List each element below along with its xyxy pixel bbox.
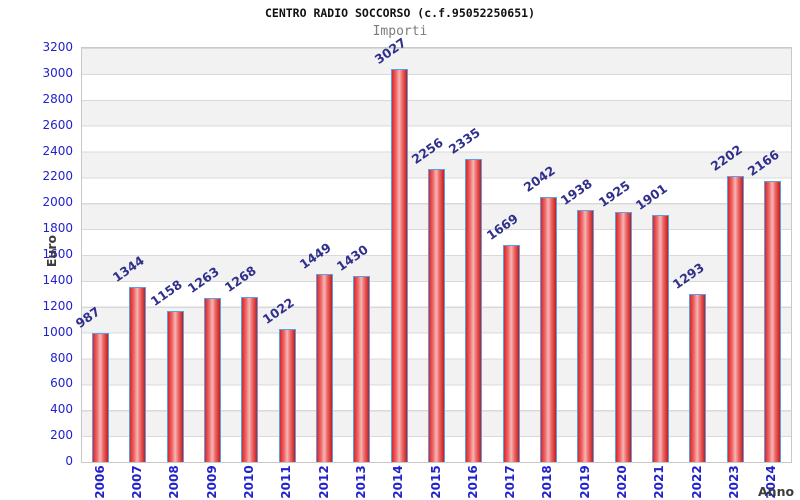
bar (726, 176, 744, 462)
x-tick-label: 2007 (129, 465, 144, 499)
bar (651, 215, 669, 462)
bar (390, 69, 408, 462)
x-tick-label: 2016 (465, 465, 480, 499)
x-tick-label: 2009 (204, 465, 219, 499)
bar-value-label: 1158 (147, 276, 185, 309)
bar (577, 210, 595, 462)
bar-value-label: 2202 (707, 141, 745, 174)
x-tick-label: 2023 (727, 465, 742, 499)
y-tick-label: 200 (50, 428, 73, 443)
plot-area: 987 1344 1158 1263 1268 1022 1449 1430 3027 2256 2… (73, 34, 792, 463)
bar (166, 311, 184, 462)
x-tick-label: 2018 (540, 465, 555, 499)
x-tick-label: 2020 (615, 465, 630, 499)
bar-value-label: 1293 (669, 259, 707, 292)
y-tick-label: 1200 (42, 298, 73, 313)
bar-value-label: 3027 (371, 34, 409, 67)
bar (465, 159, 483, 462)
bar (502, 245, 520, 462)
bar-value-label: 2335 (445, 124, 484, 157)
y-tick-label: 400 (50, 402, 73, 417)
chart-subtitle: Importi (372, 24, 428, 39)
bar-value-label: 1344 (110, 252, 148, 285)
x-axis-title: Anno (758, 484, 795, 499)
bar-value-label: 2256 (408, 134, 446, 167)
bar (204, 298, 222, 462)
y-tick-label: 1000 (42, 324, 73, 339)
bar-value-label: 1449 (296, 239, 334, 272)
bar (614, 212, 632, 462)
bar-value-label: 1901 (632, 180, 670, 213)
bar (92, 333, 110, 462)
y-tick-label: 2200 (42, 169, 73, 184)
y-tick-label: 2000 (42, 195, 73, 210)
x-tick-label: 2012 (316, 465, 331, 499)
bar (353, 276, 371, 462)
y-axis-title: Euro (43, 234, 59, 268)
y-tick-label: 2400 (42, 143, 73, 158)
y-tick-label: 3200 (42, 40, 73, 54)
y-tick-label: 1600 (42, 247, 73, 261)
x-tick-label: 2021 (652, 465, 667, 499)
bar-value-label: 1430 (334, 241, 372, 274)
bar (689, 294, 707, 462)
x-tick-label: 2022 (689, 465, 704, 499)
x-tick-label: 2017 (503, 465, 518, 499)
x-tick-label: 2019 (577, 465, 592, 499)
y-tick-label: 3000 (42, 65, 73, 80)
bar (428, 169, 445, 462)
x-tick-label: 2014 (391, 465, 406, 499)
x-tick-label: 2010 (241, 465, 256, 499)
chart-title: CENTRO RADIO SOCCORSO (c.f.95052250651) (264, 6, 536, 20)
bar-value-label: 1938 (557, 175, 596, 208)
y-tick-label: 0 (65, 454, 73, 468)
y-tick-label: 1800 (42, 221, 73, 236)
bar-value-label: 1268 (222, 262, 260, 295)
x-tick-label: 2006 (92, 465, 107, 499)
bar-value-label: 1925 (595, 177, 633, 210)
bar-value-label: 2166 (744, 146, 782, 179)
bar-value-label: 2042 (520, 162, 558, 195)
y-tick-label: 800 (50, 350, 73, 365)
x-tick-label: 2015 (428, 465, 443, 499)
bar-value-label: 1022 (259, 294, 297, 327)
y-tick-label: 1400 (42, 272, 73, 287)
bar (763, 181, 781, 462)
bar (316, 274, 334, 462)
y-tick-label: 2800 (42, 91, 73, 106)
bar-value-label: 1669 (483, 210, 521, 243)
y-tick-label: 600 (50, 376, 73, 391)
bar (278, 329, 296, 462)
bar (129, 287, 147, 462)
y-tick-label: 2600 (42, 117, 73, 132)
bar-value-label: 987 (72, 303, 103, 331)
x-tick-label: 2011 (279, 465, 294, 499)
x-tick-label: 2013 (353, 465, 368, 499)
bar (539, 197, 557, 462)
bar (241, 297, 259, 462)
x-tick-label: 2008 (167, 465, 182, 499)
bar-value-label: 1263 (184, 263, 222, 296)
